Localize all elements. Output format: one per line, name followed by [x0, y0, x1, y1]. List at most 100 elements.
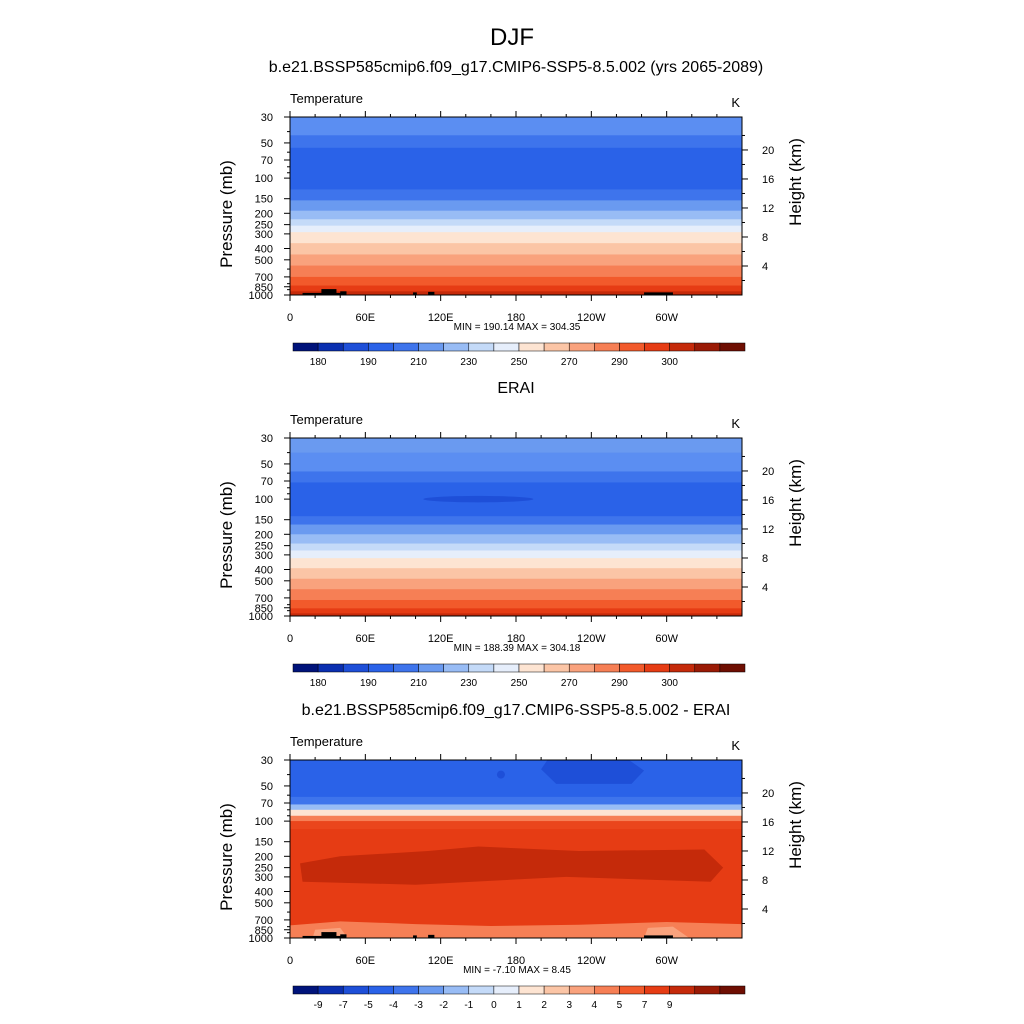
colorbar-box: [594, 663, 620, 673]
plot-area: [290, 760, 742, 938]
height-tick-label: 12: [762, 846, 774, 858]
height-tick-label: 8: [762, 232, 768, 244]
colorbar-label: 290: [611, 357, 628, 368]
contour-band: [290, 135, 742, 149]
contour-band: [290, 524, 742, 535]
contour-band: [290, 815, 742, 822]
colorbar-label: 230: [460, 357, 477, 368]
colorbar-box: [594, 342, 620, 352]
y-tick-label: 500: [255, 255, 273, 267]
y-axis-label: Pressure (mb): [217, 160, 236, 268]
colorbar-box: [368, 663, 394, 673]
y-axis-label: Pressure (mb): [217, 481, 236, 589]
colorbar-box: [443, 663, 470, 673]
panels: b.e21.BSSP585cmip6.f09_g17.CMIP6-SSP5-8.…: [217, 59, 805, 1011]
contour-band: [290, 219, 742, 227]
colorbar-box: [543, 663, 570, 673]
y-tick-label: 200: [255, 851, 273, 863]
colorbar-box: [518, 985, 545, 995]
contour-band: [290, 471, 742, 484]
height-axis-label: Height (km): [786, 459, 805, 547]
height-tick-label: 8: [762, 553, 768, 565]
min-max-stats: MIN = 190.14 MAX = 304.35: [454, 322, 581, 333]
surface-patch: [644, 926, 690, 938]
y-tick-label: 400: [255, 886, 273, 898]
y-tick-label: 500: [255, 898, 273, 910]
x-tick-label: 180: [507, 955, 525, 967]
colorbar-box: [619, 985, 645, 995]
y-tick-label: 150: [255, 837, 273, 849]
contour-band: [290, 543, 742, 552]
contour-band: [290, 600, 742, 609]
panel-1: b.e21.BSSP585cmip6.f09_g17.CMIP6-SSP5-8.…: [217, 59, 805, 368]
height-axis-label: Height (km): [786, 138, 805, 226]
colorbar-label: 3: [566, 1000, 572, 1011]
colorbar-box: [518, 342, 545, 352]
x-tick-label: 60E: [356, 633, 376, 645]
colorbar-box: [292, 985, 319, 995]
plot-area: [290, 117, 742, 295]
colorbar-box: [669, 663, 696, 673]
y-tick-label: 250: [255, 863, 273, 875]
colorbar-box: [493, 663, 520, 673]
contour-band: [290, 804, 742, 811]
x-tick-label: 120W: [577, 633, 606, 645]
colorbar-label: 1: [516, 1000, 522, 1011]
colorbar-box: [644, 342, 670, 352]
colorbar-box: [292, 663, 319, 673]
colorbar-label: 7: [642, 1000, 648, 1011]
height-tick-label: 20: [762, 466, 774, 478]
contour-band: [290, 550, 742, 559]
variable-label: Temperature: [290, 734, 363, 749]
colorbar-label: 270: [561, 678, 578, 689]
colorbar-box: [468, 663, 495, 673]
y-tick-label: 250: [255, 541, 273, 553]
colorbar-box: [317, 342, 344, 352]
colorbar-box: [342, 663, 369, 673]
y-tick-label: 300: [255, 872, 273, 884]
height-tick-label: 4: [762, 261, 768, 273]
colorbar-box: [719, 663, 746, 673]
upper-transition: [290, 821, 742, 830]
x-tick-label: 60E: [356, 312, 376, 324]
colorbar-label: 290: [611, 678, 628, 689]
colorbar-box: [669, 342, 696, 352]
height-tick-label: 16: [762, 817, 774, 829]
y-tick-label: 30: [261, 112, 273, 124]
y-tick-label: 700: [255, 915, 273, 927]
x-tick-label: 0: [287, 312, 293, 324]
y-tick-label: 1000: [249, 611, 273, 623]
contour-band: [290, 291, 742, 295]
contour-band: [290, 760, 742, 798]
colorbar-label: 250: [511, 678, 528, 689]
x-tick-label: 60W: [655, 955, 678, 967]
colorbar-label: -3: [414, 1000, 423, 1011]
colorbar-box: [443, 342, 470, 352]
y-tick-label: 400: [255, 243, 273, 255]
colorbar-box: [518, 663, 545, 673]
x-tick-label: 180: [507, 633, 525, 645]
colorbar-box: [694, 985, 721, 995]
topography-mask: [321, 932, 337, 938]
colorbar-box: [342, 342, 369, 352]
y-tick-label: 100: [255, 173, 273, 185]
colorbar-box: [493, 985, 520, 995]
colorbar-label: 190: [360, 357, 377, 368]
colorbar-label: 2: [541, 1000, 547, 1011]
contour-band: [290, 200, 742, 212]
height-tick-label: 20: [762, 788, 774, 800]
strong-warming: [300, 846, 724, 885]
y-tick-label: 850: [255, 925, 273, 937]
panel-title: b.e21.BSSP585cmip6.f09_g17.CMIP6-SSP5-8.…: [269, 59, 764, 76]
contour-band: [290, 452, 742, 473]
x-tick-label: 60W: [655, 633, 678, 645]
contour-band: [290, 809, 742, 817]
x-tick-label: 120W: [577, 312, 606, 324]
contour-band: [290, 225, 742, 233]
y-tick-label: 100: [255, 816, 273, 828]
x-tick-label: 120E: [428, 312, 454, 324]
colorbar-label: -5: [364, 1000, 373, 1011]
colorbar-box: [543, 342, 570, 352]
contour-band: [290, 534, 742, 545]
